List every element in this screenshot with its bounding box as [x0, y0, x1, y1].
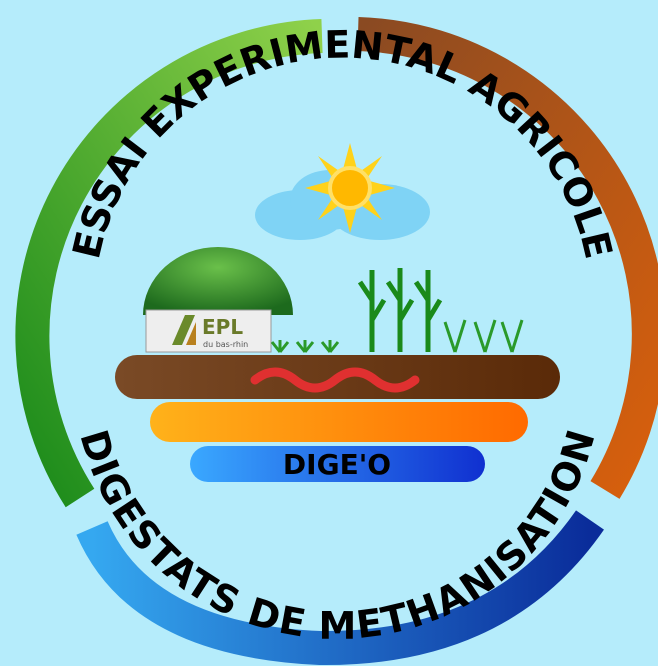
- center-label: DIGE'O: [283, 448, 391, 481]
- sun: [305, 143, 395, 233]
- orange-layer: [150, 402, 528, 442]
- page: ESSAI EXPERIMENTAL AGRICOLE DIGESTATS DE…: [0, 0, 658, 666]
- logo: ESSAI EXPERIMENTAL AGRICOLE DIGESTATS DE…: [0, 0, 658, 666]
- badge-title: EPL: [202, 315, 243, 339]
- epl-badge: EPL du bas-rhin: [146, 310, 271, 352]
- badge-subtitle: du bas-rhin: [203, 340, 248, 349]
